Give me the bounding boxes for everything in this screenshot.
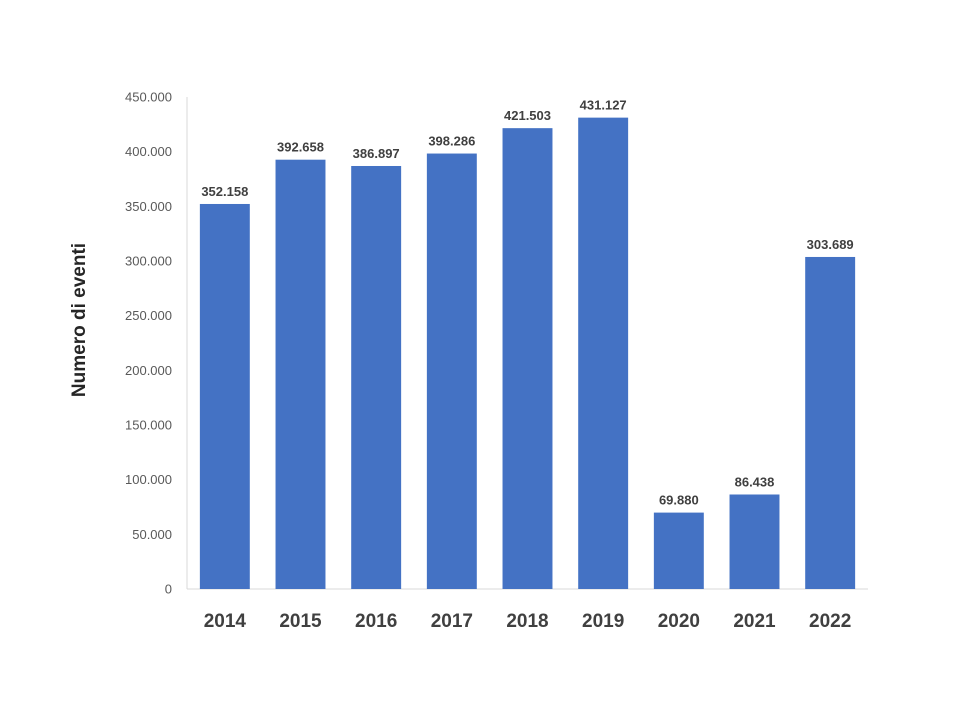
y-tick-label: 300.000 <box>125 254 172 269</box>
y-tick-label: 400.000 <box>125 144 172 159</box>
bar-2022 <box>805 256 856 589</box>
bar-2014 <box>199 203 250 589</box>
bar-2017 <box>426 153 477 589</box>
bar-2021 <box>729 494 780 589</box>
y-axis-title-group: Numero di eventi <box>69 243 90 397</box>
y-tick-label: 450.000 <box>125 90 172 105</box>
data-label-2022: 303.689 <box>807 237 854 252</box>
x-tick-label-2016: 2016 <box>355 611 397 632</box>
x-axis-ticks: 2014 2015 2016 2017 2018 2019 2020 2021 2022 <box>204 611 852 632</box>
data-label-2021: 86.438 <box>735 474 775 489</box>
x-tick-label-2018: 2018 <box>506 611 548 632</box>
y-tick-label: 350.000 <box>125 199 172 214</box>
data-label-2016: 386.897 <box>353 146 400 161</box>
data-label-2017: 398.286 <box>428 134 475 149</box>
data-label-2018: 421.503 <box>504 108 551 123</box>
x-tick-label-2015: 2015 <box>279 611 322 632</box>
data-label-2015: 392.658 <box>277 140 324 155</box>
bar-2019 <box>578 117 629 589</box>
x-tick-label-2021: 2021 <box>733 611 776 632</box>
x-tick-label-2020: 2020 <box>658 611 700 632</box>
bars <box>199 117 856 590</box>
y-axis-title: Numero di eventi <box>69 243 90 397</box>
y-tick-label: 200.000 <box>125 363 172 378</box>
data-label-2019: 431.127 <box>580 98 627 113</box>
x-tick-label-2022: 2022 <box>809 611 851 632</box>
bar-2020 <box>653 512 704 589</box>
y-tick-label: 50.000 <box>132 527 172 542</box>
bar-2018 <box>502 128 553 589</box>
x-tick-label-2019: 2019 <box>582 611 624 632</box>
bar-2016 <box>351 165 402 589</box>
data-labels: 352.158 392.658 386.897 398.286 421.503 431.1… <box>201 98 853 508</box>
y-tick-label: 100.000 <box>125 472 172 487</box>
data-label-2020: 69.880 <box>659 493 699 508</box>
x-tick-label-2014: 2014 <box>204 611 247 632</box>
y-tick-label: 250.000 <box>125 308 172 323</box>
y-tick-label: 150.000 <box>125 418 172 433</box>
y-axis-ticks: 0 50.000 100.000 150.000 200.000 250.000 300.0… <box>125 90 172 597</box>
bar-2015 <box>275 159 326 590</box>
y-tick-label: 0 <box>165 582 172 597</box>
x-tick-label-2017: 2017 <box>431 611 473 632</box>
data-label-2014: 352.158 <box>201 184 248 199</box>
